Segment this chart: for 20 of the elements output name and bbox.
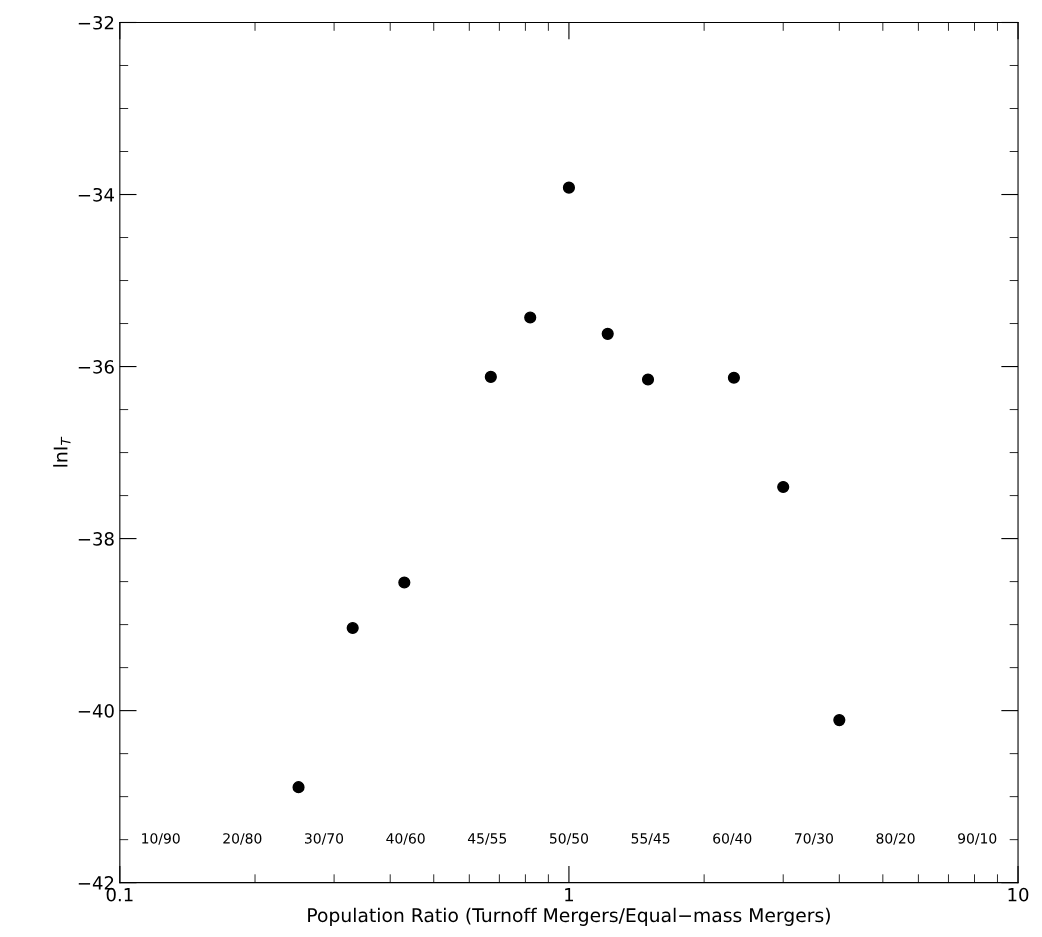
annotation: 45/55 [467, 833, 507, 845]
annotation: 70/30 [795, 833, 833, 845]
annotation: 10/90 [142, 833, 180, 845]
x-tick-label: 1 [565, 888, 574, 902]
annotation: 40/60 [386, 833, 425, 845]
annotation: 60/40 [713, 833, 752, 845]
y-tick-label: −38 [78, 532, 114, 546]
y-axis-title: lnI$_{T}$ [53, 436, 71, 467]
y-tick-label: −32 [78, 15, 114, 30]
y-tick-label: −34 [78, 187, 114, 202]
x-axis-title: Population Ratio (Turnoff Mergers/Equal−mass Mergers) [308, 907, 830, 926]
annotation: 55/45 [631, 833, 670, 845]
y-tick-label: −40 [78, 704, 114, 718]
annotation: 50/50 [549, 833, 589, 845]
annotation: 30/70 [305, 833, 344, 845]
x-tick-label: 10 [1008, 887, 1029, 902]
annotation: 20/80 [223, 833, 262, 845]
y-tick-label: −36 [78, 360, 114, 374]
annotation: 90/10 [958, 833, 997, 845]
annotation: 80/20 [876, 833, 915, 845]
